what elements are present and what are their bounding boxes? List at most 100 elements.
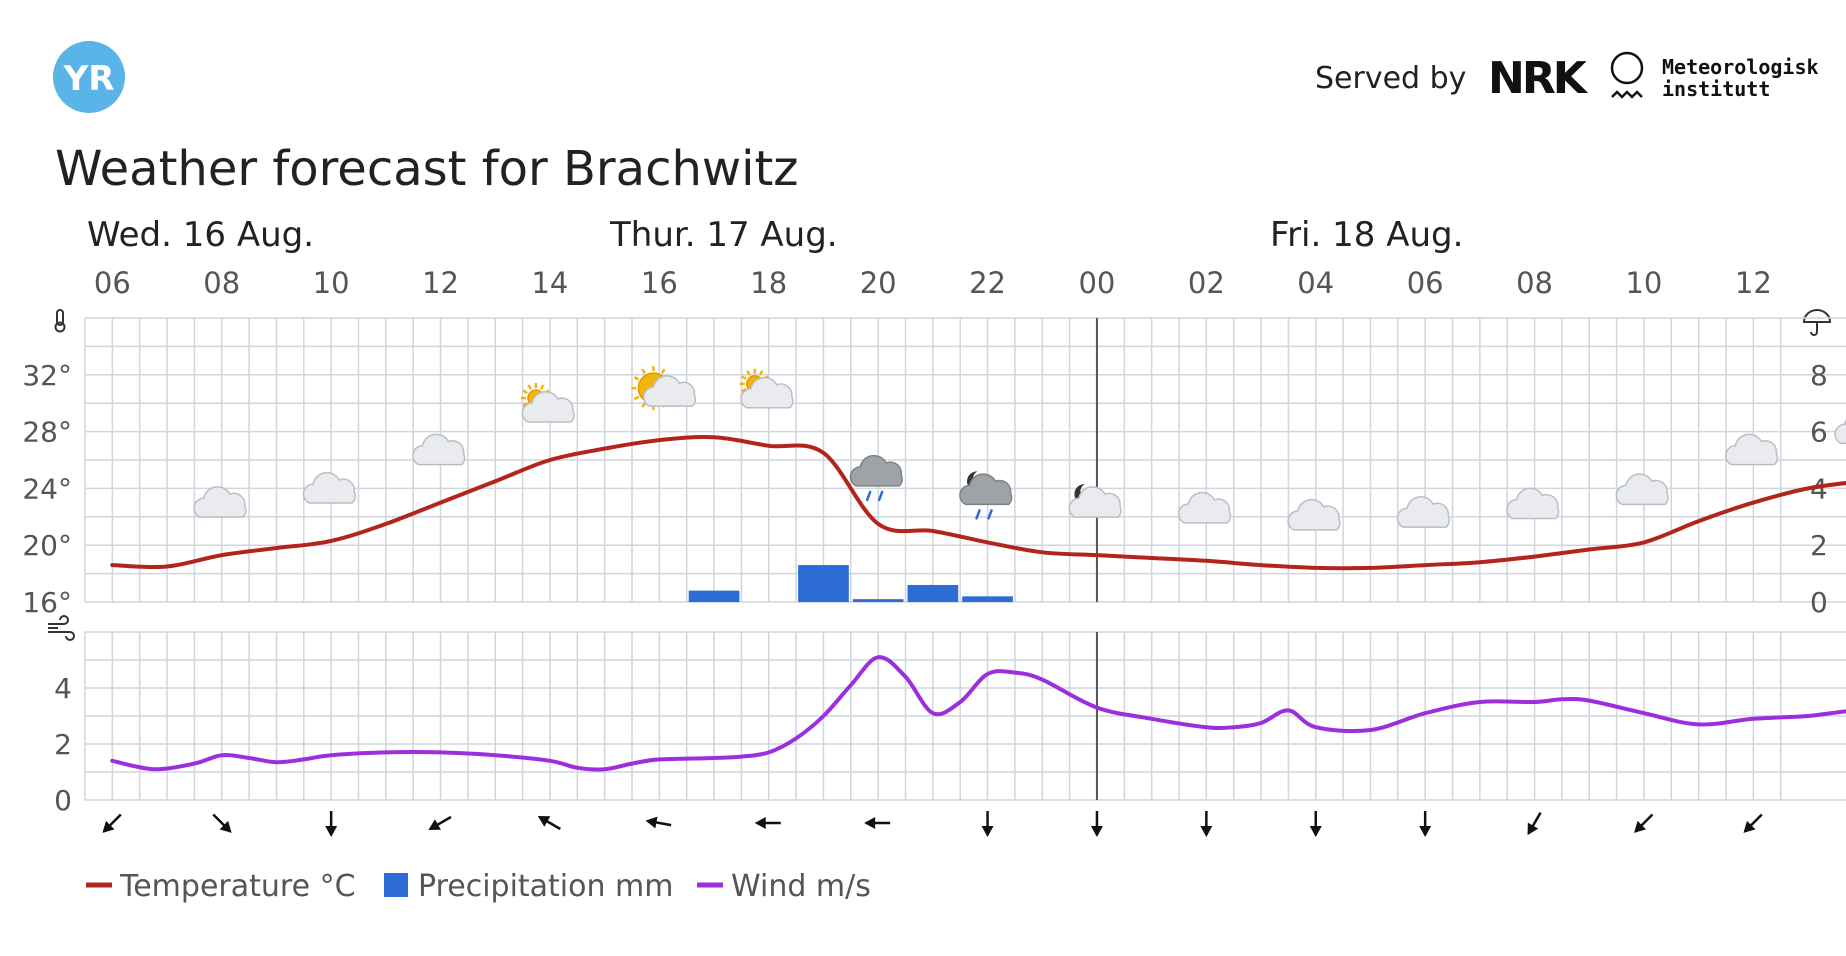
precipitation-bar: [962, 596, 1013, 602]
precipitation-bar: [852, 599, 904, 602]
weather-symbol-cloudy-icon: [1615, 473, 1669, 506]
cloud-icon: [1287, 498, 1341, 531]
cloud-icon: [302, 471, 356, 504]
hour-tick-label: 04: [1297, 266, 1334, 300]
legend-temperature-label: Temperature °C: [119, 869, 356, 904]
weather-symbol-light-rain-night-icon: [959, 471, 1013, 520]
met-logo-line2: institutt: [1662, 77, 1770, 101]
weather-symbol-cloudy-icon: [1506, 487, 1560, 520]
weather-symbol-cloudy-icon: [1177, 491, 1232, 524]
hour-tick-label: 08: [203, 266, 240, 300]
day-label-wed: Wed. 16 Aug.: [87, 215, 314, 255]
weather-symbol-partly-cloudy-day-icon: [739, 368, 794, 409]
yr-logo[interactable]: YR: [53, 41, 125, 113]
weather-symbol-cloudy-icon: [412, 433, 466, 466]
cloud-icon: [642, 375, 697, 407]
wind-direction-arrow-icon: [1200, 811, 1213, 837]
hour-tick-label: 10: [313, 266, 350, 300]
cloud-icon: [1834, 419, 1846, 445]
wind-direction-arrow-icon: [981, 811, 994, 837]
cloud-icon: [1506, 487, 1560, 520]
hour-tick-label: 02: [1188, 266, 1225, 300]
wind-direction-arrow-icon: [645, 816, 672, 829]
wind-direction-arrow-icon: [1743, 813, 1763, 833]
precipitation-bars: [688, 565, 1013, 602]
cloud-icon: [1724, 433, 1779, 466]
served-by-label: Served by: [1315, 61, 1466, 96]
met-logo-line1: Meteorologisk: [1662, 55, 1819, 79]
temp-y-tick: 24°: [22, 472, 72, 505]
nrk-logo-text: NRK: [1488, 53, 1589, 104]
precipitation-bar: [798, 565, 849, 602]
weather-symbol-cloudy-icon: [302, 471, 356, 504]
temp-y-tick: 28°: [22, 416, 72, 449]
legend-precipitation-swatch: [384, 873, 408, 897]
weather-symbol-cloudy-icon: [1396, 496, 1450, 528]
met-sun-icon: [1610, 51, 1644, 85]
weather-symbols: [193, 366, 1846, 531]
weather-symbol-cloudy-icon: [1724, 433, 1779, 466]
precip-y-tick: 4: [1810, 472, 1828, 505]
wind-direction-arrow-icon: [537, 815, 561, 831]
cloud-icon: [740, 376, 794, 409]
weather-symbol-cloudy-icon: [193, 486, 247, 518]
met-wave-icon: [1611, 90, 1643, 99]
precipitation-bar: [907, 584, 959, 602]
wind-icon: [48, 615, 75, 641]
wind-direction-arrow-icon: [1419, 811, 1432, 837]
wind-direction-arrows: [102, 811, 1763, 837]
weather-symbol-cloudy-icon: [1287, 498, 1341, 531]
temp-y-tick: 16°: [22, 586, 72, 619]
wind-direction-arrow-icon: [1309, 811, 1322, 837]
hour-tick-label: 14: [1844, 266, 1846, 300]
met-institute-logo[interactable]: Meteorologisk institutt: [1610, 51, 1819, 101]
weather-symbol-fair-day-icon: [631, 366, 697, 411]
legend: Temperature °C Precipitation mm Wind m/s: [86, 869, 871, 904]
cloud-icon: [849, 454, 903, 487]
x-axis-hour-labels: 0608101214161820220002040608101214161820…: [94, 266, 1846, 300]
wind-y-tick: 0: [54, 784, 72, 817]
weather-symbol-partly-cloudy-night-icon: [1068, 484, 1122, 518]
temp-y-tick: 20°: [22, 529, 72, 562]
hour-tick-label: 18: [750, 266, 787, 300]
hour-tick-label: 20: [860, 266, 897, 300]
hour-tick-label: 08: [1516, 266, 1553, 300]
temperature-line: [110, 435, 1846, 571]
wind-direction-arrow-icon: [102, 813, 122, 833]
wind-y-tick: 2: [54, 728, 72, 761]
wind-direction-arrow-icon: [212, 813, 232, 833]
cloud-icon: [959, 473, 1013, 506]
precipitation-bar: [688, 590, 740, 602]
page-title: Weather forecast for Brachwitz: [55, 141, 798, 197]
cloud-icon: [521, 391, 575, 423]
yr-logo-text: YR: [63, 59, 115, 99]
cloud-icon: [1177, 491, 1232, 524]
wind-direction-arrow-icon: [325, 811, 338, 837]
cloud-icon: [1068, 486, 1122, 518]
hour-tick-label: 12: [422, 266, 459, 300]
wind-direction-arrow-icon: [1527, 811, 1542, 836]
hour-tick-label: 00: [1078, 266, 1115, 300]
temp-y-tick: 32°: [22, 359, 72, 392]
hour-tick-label: 14: [531, 266, 568, 300]
hour-tick-label: 06: [1407, 266, 1444, 300]
hour-tick-label: 22: [969, 266, 1006, 300]
wind-direction-arrow-icon: [1634, 813, 1654, 833]
precip-y-tick: 0: [1810, 586, 1828, 619]
thermometer-icon: [54, 309, 66, 333]
wind-direction-arrow-icon: [754, 817, 781, 829]
chart-grid: [84, 317, 1846, 801]
weather-symbol-partly-cloudy-day-icon: [520, 383, 575, 423]
cloud-icon: [1396, 496, 1450, 528]
nrk-logo[interactable]: NRK: [1488, 53, 1592, 104]
umbrella-icon: [1802, 309, 1832, 336]
cloud-icon: [193, 486, 247, 518]
weather-symbol-light-rain-icon: [849, 454, 903, 502]
precip-y-tick: 2: [1810, 529, 1828, 562]
hour-tick-label: 06: [94, 266, 131, 300]
day-label-thu: Thur. 17 Aug.: [609, 215, 838, 255]
legend-wind-label: Wind m/s: [731, 869, 871, 904]
legend-precipitation-label: Precipitation mm: [418, 869, 674, 904]
hour-tick-label: 10: [1625, 266, 1662, 300]
